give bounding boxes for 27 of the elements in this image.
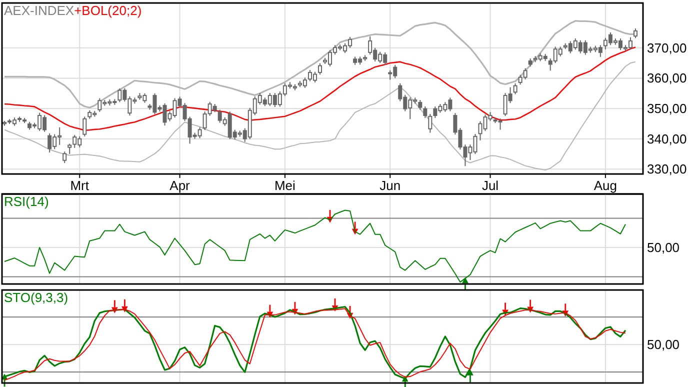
text: +BOL(20;2) [74,3,142,18]
chart-title: STO(9,3,3) [4,290,68,305]
y-tick-label: 330,00 [647,162,687,177]
x-tick-label: Apr [170,178,191,193]
point [467,369,474,376]
candlestick [418,100,422,110]
line-series [4,61,636,171]
candlestick [428,113,432,134]
y-tick-label: 350,00 [647,101,687,116]
x-tick-label: Jul [482,178,499,193]
candlestick [318,62,322,76]
chart-title: AEX-INDEX [4,3,74,18]
y-tick-label: 340,00 [647,131,687,146]
candlestick [423,106,428,118]
chart-title: RSI(14) [4,194,49,209]
y-tick-label: 360,00 [647,70,687,86]
candlestick [633,28,638,39]
candlestick [513,82,518,95]
text: 50,00 [647,240,680,256]
candlestick [82,116,87,137]
candlestick [62,151,67,164]
x-tick-label: Aug [594,178,618,193]
y-tick-label: 370,00 [647,40,687,56]
x-tick-label: Mei [274,178,296,193]
text: 50,00 [647,337,680,352]
x-tick-label: Mrt [70,178,90,193]
x-tick-label: Jun [380,178,401,193]
